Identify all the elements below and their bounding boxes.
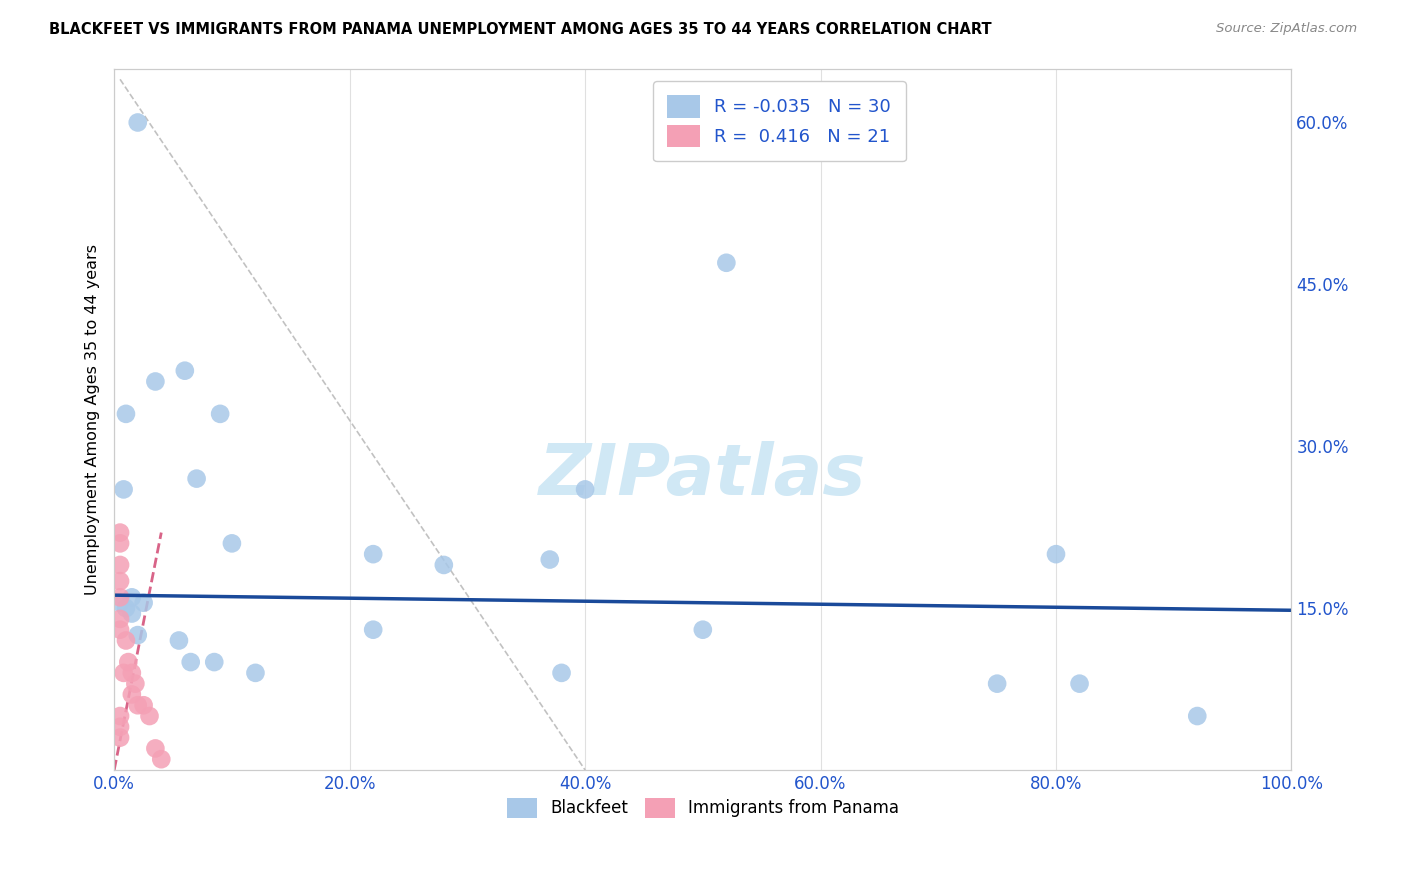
- Point: [108, 536, 131, 550]
- Point: [124, 676, 146, 690]
- Point: [115, 633, 138, 648]
- Point: [132, 698, 155, 713]
- Point: [108, 731, 131, 745]
- Point: [121, 665, 143, 680]
- Point: [186, 472, 208, 486]
- Point: [121, 688, 143, 702]
- Point: [138, 709, 160, 723]
- Point: [150, 752, 173, 766]
- Point: [145, 375, 167, 389]
- Point: [221, 536, 243, 550]
- Point: [245, 665, 267, 680]
- Point: [127, 698, 149, 713]
- Point: [117, 655, 139, 669]
- Point: [202, 655, 225, 669]
- Point: [108, 596, 131, 610]
- Point: [108, 591, 131, 605]
- Point: [145, 741, 167, 756]
- Text: BLACKFEET VS IMMIGRANTS FROM PANAMA UNEMPLOYMENT AMONG AGES 35 TO 44 YEARS CORRE: BLACKFEET VS IMMIGRANTS FROM PANAMA UNEM…: [49, 22, 991, 37]
- Point: [433, 558, 456, 572]
- Point: [180, 655, 202, 669]
- Y-axis label: Unemployment Among Ages 35 to 44 years: Unemployment Among Ages 35 to 44 years: [86, 244, 100, 595]
- Point: [121, 591, 143, 605]
- Point: [209, 407, 232, 421]
- Point: [108, 525, 131, 540]
- Point: [1045, 547, 1067, 561]
- Point: [112, 665, 135, 680]
- Legend: Blackfeet, Immigrants from Panama: Blackfeet, Immigrants from Panama: [501, 791, 905, 825]
- Point: [986, 676, 1008, 690]
- Point: [132, 596, 155, 610]
- Point: [108, 720, 131, 734]
- Point: [127, 115, 149, 129]
- Point: [1069, 676, 1091, 690]
- Point: [716, 256, 738, 270]
- Point: [550, 665, 572, 680]
- Point: [115, 407, 138, 421]
- Point: [361, 547, 384, 561]
- Point: [574, 483, 596, 497]
- Point: [692, 623, 714, 637]
- Text: Source: ZipAtlas.com: Source: ZipAtlas.com: [1216, 22, 1357, 36]
- Point: [108, 709, 131, 723]
- Point: [1187, 709, 1209, 723]
- Point: [538, 552, 561, 566]
- Point: [112, 483, 135, 497]
- Point: [108, 623, 131, 637]
- Point: [361, 623, 384, 637]
- Point: [167, 633, 190, 648]
- Point: [115, 601, 138, 615]
- Point: [108, 574, 131, 589]
- Point: [121, 607, 143, 621]
- Text: ZIPatlas: ZIPatlas: [538, 441, 866, 510]
- Point: [127, 628, 149, 642]
- Point: [108, 558, 131, 572]
- Point: [173, 364, 195, 378]
- Point: [108, 612, 131, 626]
